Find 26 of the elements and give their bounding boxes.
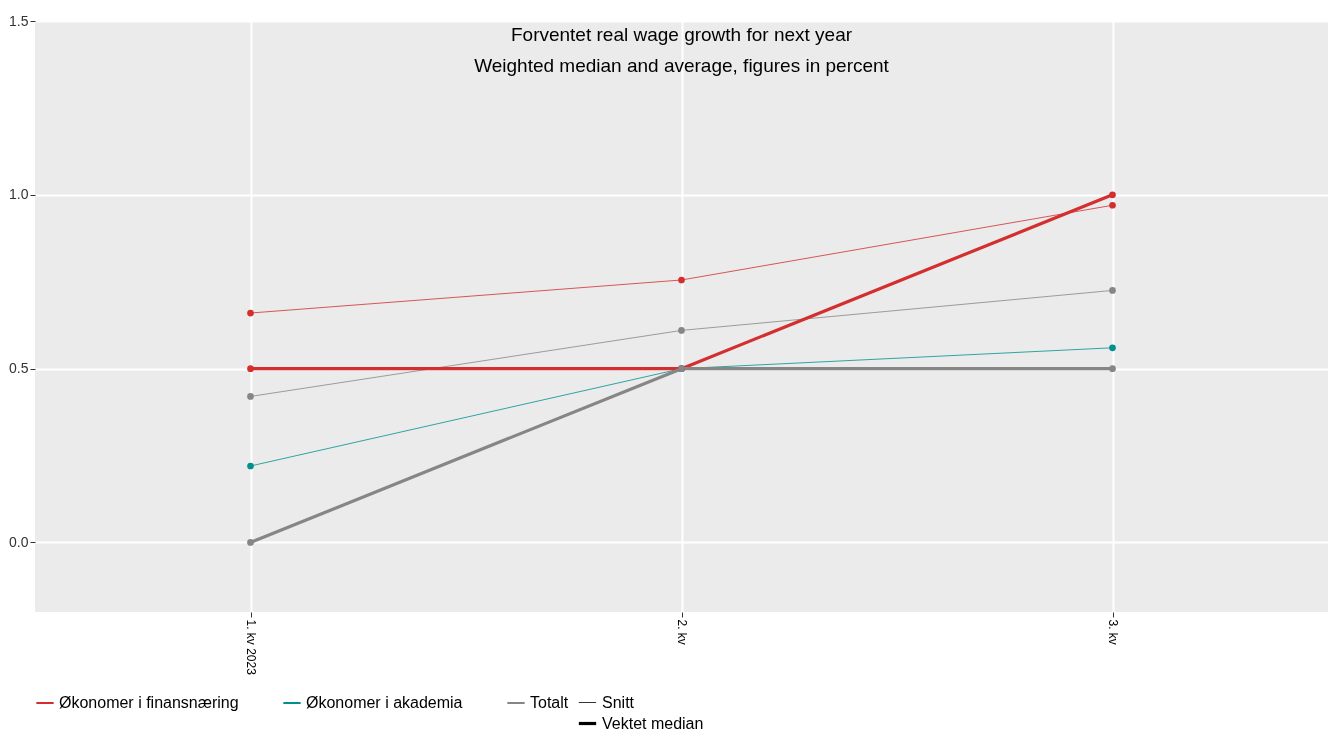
point (1109, 191, 1116, 199)
legend-label: Økonomer i finansnæring (59, 694, 239, 711)
point (247, 539, 254, 546)
text: Weighted median and average, figures in percent (474, 55, 890, 76)
point (247, 393, 254, 400)
point (1109, 287, 1116, 294)
chart-title: Forventet real wage growth for next year (510, 24, 853, 45)
x-tick-label: 3. kv (1106, 619, 1120, 645)
point (1109, 201, 1116, 209)
y-tick-label: 1.0 (9, 186, 29, 203)
point (1109, 365, 1116, 372)
point (247, 309, 254, 317)
y-tick-label: 0.5 (9, 360, 29, 377)
point (678, 327, 685, 334)
legend-label: Økonomer i akademia (306, 694, 463, 711)
point (247, 365, 254, 372)
text: Vektet median (602, 714, 704, 732)
point (1109, 344, 1116, 352)
x-tick-label: 1. kv 2023 (244, 619, 258, 676)
y-tick-label: 1.5 (9, 12, 29, 29)
y-tick-label: 0.0 (9, 533, 29, 550)
text: Snitt (602, 693, 635, 711)
point (678, 276, 685, 284)
x-tick-label: 2. kv (675, 619, 689, 645)
legend-label: Totalt (530, 694, 569, 711)
point (247, 462, 254, 470)
